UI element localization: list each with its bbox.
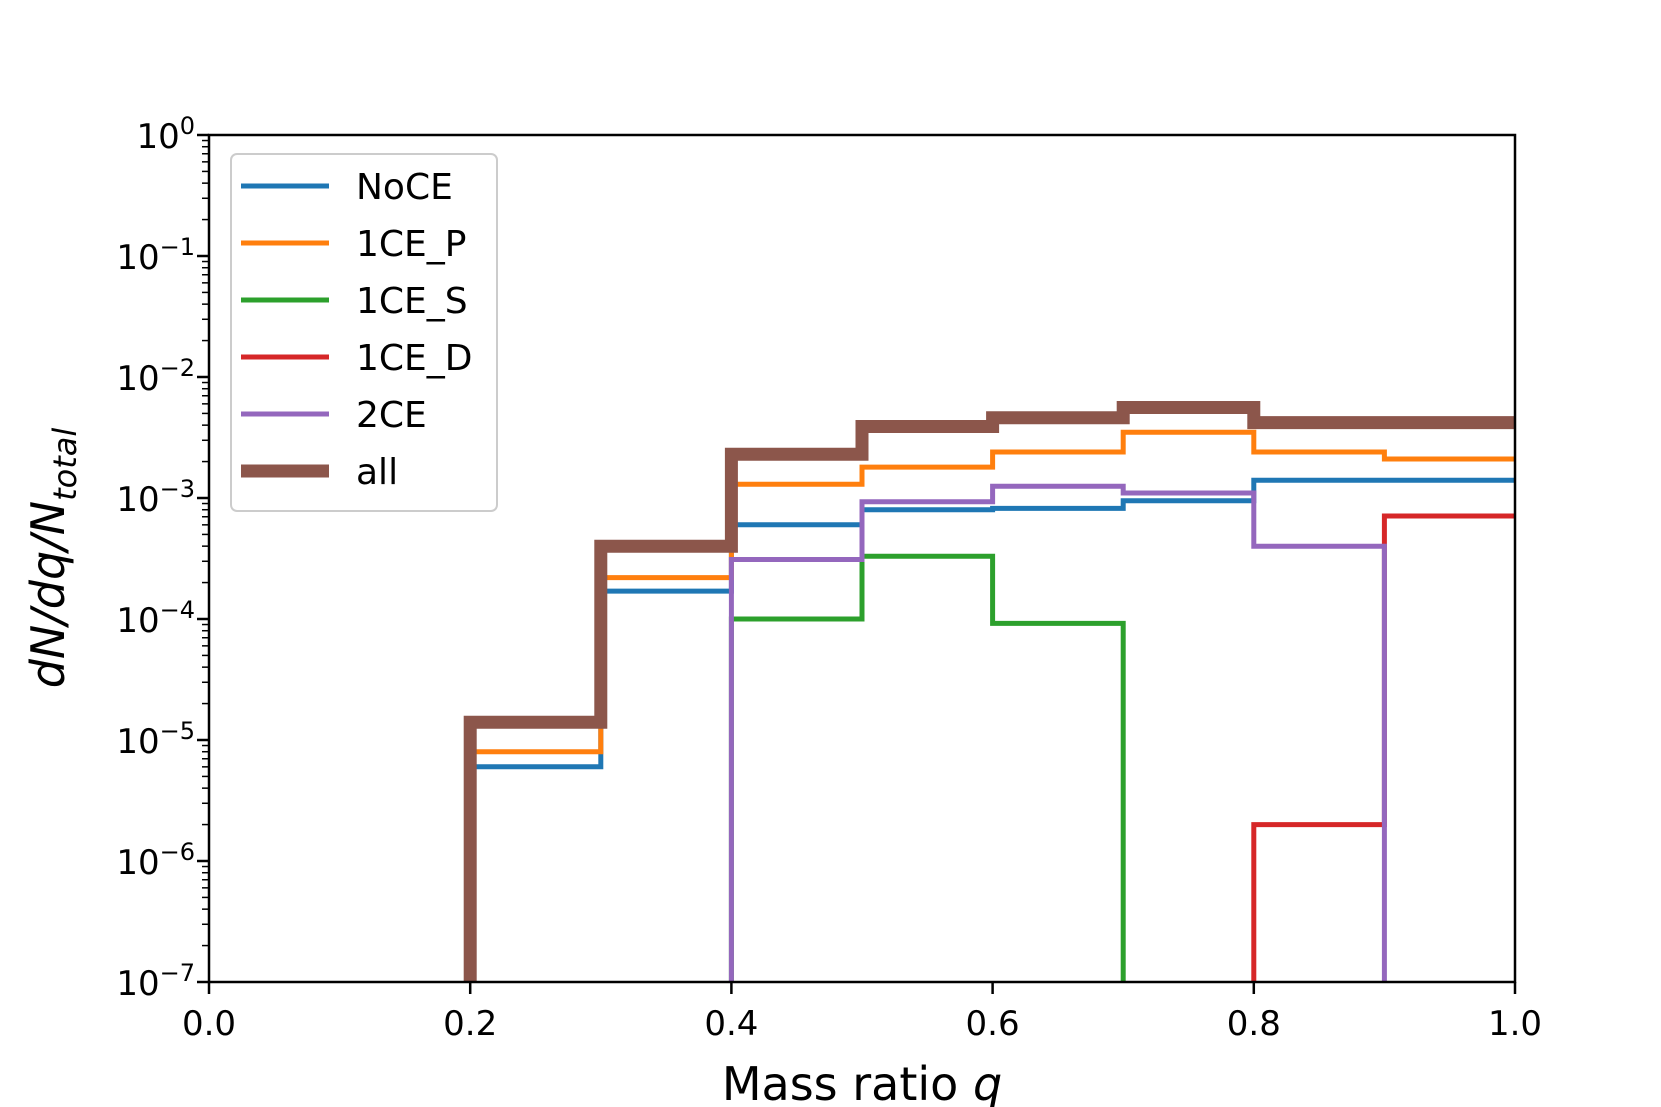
y-tick-label: 10−4 bbox=[116, 596, 195, 641]
plot-frame bbox=[207, 133, 1517, 984]
y-tick-label: 10−7 bbox=[116, 959, 195, 1004]
y-tick-label: 10−1 bbox=[116, 233, 195, 278]
legend-label: 2CE bbox=[356, 395, 427, 436]
y-axis: 100 10−1 10−2 10−3 10−4 10−5 10−6 10−7 bbox=[116, 112, 209, 1004]
x-tick-label: 0.6 bbox=[966, 1004, 1020, 1044]
legend-label: 1CE_D bbox=[356, 338, 473, 379]
series-all-line bbox=[463, 401, 1515, 982]
legend-label: 1CE_S bbox=[356, 281, 468, 322]
y-tick-label: 10−5 bbox=[116, 717, 195, 762]
y-tick-label: 10−3 bbox=[116, 475, 195, 520]
y-tick-label: 10−2 bbox=[116, 354, 195, 399]
x-tick-label: 0.8 bbox=[1227, 1004, 1281, 1044]
legend: NoCE 1CE_P 1CE_S 1CE_D 2CE all bbox=[230, 153, 498, 512]
series-2ce-line bbox=[728, 483, 1387, 982]
x-tick-label: 0.4 bbox=[704, 1004, 758, 1044]
legend-label: 1CE_P bbox=[356, 224, 467, 265]
x-axis-label: Mass ratio q bbox=[722, 1057, 1002, 1107]
x-tick-label: 1.0 bbox=[1488, 1004, 1542, 1044]
x-axis: 0.0 0.2 0.4 0.6 0.8 1.0 bbox=[182, 982, 1542, 1044]
y-axis-label: dN/dq/Ntotal bbox=[21, 428, 84, 689]
legend-label: NoCE bbox=[356, 167, 453, 208]
legend-label: all bbox=[356, 452, 398, 493]
y-tick-label: 10−6 bbox=[116, 838, 195, 883]
x-tick-label: 0.0 bbox=[182, 1004, 236, 1044]
series-layer bbox=[463, 401, 1515, 982]
x-tick-label: 0.2 bbox=[443, 1004, 497, 1044]
y-tick-label: 100 bbox=[136, 112, 195, 157]
